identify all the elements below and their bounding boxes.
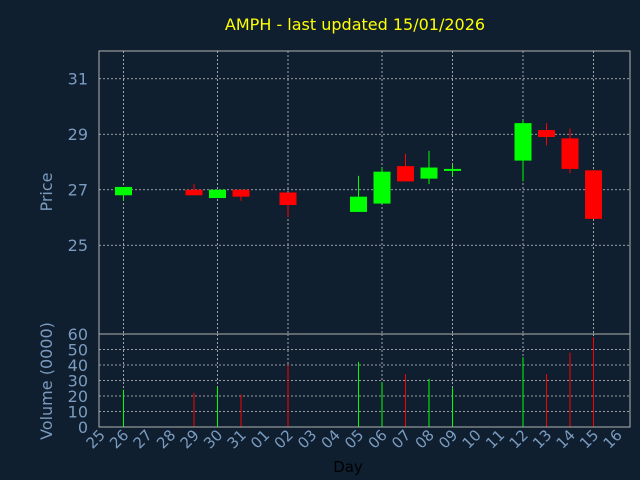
- candle-body: [397, 166, 414, 182]
- day-tick: 07: [388, 426, 414, 452]
- day-tick: 04: [318, 426, 344, 452]
- volume-panel-frame: [98, 333, 631, 428]
- candle-body: [209, 189, 226, 199]
- day-tick: 30: [200, 426, 226, 452]
- candle-body: [350, 196, 367, 212]
- candle-07: [397, 153, 414, 182]
- candle-12: [514, 120, 532, 182]
- candle-14: [561, 128, 579, 174]
- price-y-tick: 31: [68, 70, 88, 89]
- day-tick: 26: [106, 426, 132, 452]
- volume-y-tick: 50: [68, 341, 88, 360]
- candle-body: [373, 171, 391, 204]
- candle-body: [185, 189, 203, 196]
- day-tick: 16: [600, 426, 626, 452]
- candle-body: [585, 170, 602, 219]
- price-grid: [99, 51, 630, 334]
- volume-y-tick: 60: [68, 325, 88, 344]
- volume-grid: [99, 334, 630, 427]
- volume-y-tick: 40: [68, 356, 88, 375]
- volume-axis-label: Volume (0000): [37, 322, 56, 440]
- day-tick: 15: [576, 426, 602, 452]
- candle-02: [279, 192, 297, 218]
- candle-body: [115, 186, 132, 196]
- candle-body: [232, 189, 250, 197]
- day-tick: 14: [553, 426, 579, 452]
- day-tick: 08: [412, 426, 438, 452]
- candle-body: [420, 167, 438, 179]
- candle-body: [514, 123, 532, 161]
- volume-y-tick: 30: [68, 372, 88, 391]
- day-axis-label: Day: [333, 458, 363, 476]
- candle-body: [444, 168, 461, 171]
- candle-06: [373, 167, 391, 204]
- price-candles: [115, 120, 602, 219]
- day-tick: 29: [177, 426, 203, 452]
- candle-29: [185, 184, 203, 196]
- day-tick-labels: 2526272829303101020304050607080910111213…: [83, 426, 626, 452]
- candle-30: [209, 189, 226, 199]
- day-tick: 01: [247, 426, 273, 452]
- candle-31: [232, 189, 250, 201]
- candle-13: [538, 123, 555, 146]
- volume-y-tick: 10: [68, 403, 88, 422]
- candle-15: [585, 170, 602, 219]
- day-tick: 06: [365, 426, 391, 452]
- day-tick: 03: [294, 426, 320, 452]
- price-y-tick-labels: 25 27 29 31: [68, 70, 88, 255]
- day-tick: 09: [435, 426, 461, 452]
- price-panel-frame: [98, 50, 631, 335]
- price-y-tick: 25: [68, 236, 88, 255]
- candle-09: [444, 164, 461, 176]
- day-tick: 12: [506, 426, 532, 452]
- price-y-tick: 27: [68, 181, 88, 200]
- day-tick: 02: [271, 426, 297, 452]
- day-tick: 27: [130, 426, 156, 452]
- volume-bars: [123, 337, 594, 427]
- price-axis-label: Price: [37, 172, 56, 211]
- day-tick: 31: [224, 426, 250, 452]
- price-y-tick: 29: [68, 125, 88, 144]
- volume-y-tick: 20: [68, 387, 88, 406]
- candle-body: [561, 138, 579, 169]
- candle-08: [420, 150, 438, 185]
- candle-body: [538, 130, 555, 138]
- day-tick: 11: [482, 426, 508, 452]
- day-tick: 13: [529, 426, 555, 452]
- day-tick: 10: [459, 426, 485, 452]
- day-tick: 28: [153, 426, 179, 452]
- day-tick: 05: [341, 426, 367, 452]
- candle-05: [350, 175, 367, 212]
- candle-body: [279, 192, 297, 205]
- volume-y-tick: 0: [78, 418, 88, 437]
- chart-title: AMPH - last updated 15/01/2026: [225, 15, 485, 34]
- candle-26: [115, 186, 132, 201]
